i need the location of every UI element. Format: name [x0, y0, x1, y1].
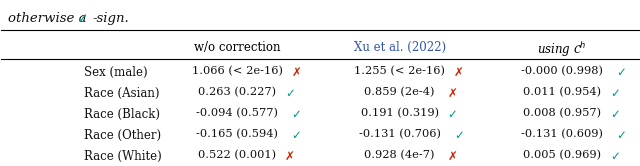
Text: using $\mathcal{C}^h$: using $\mathcal{C}^h$ [538, 41, 587, 59]
Text: Xu et al. (2022): Xu et al. (2022) [353, 41, 445, 54]
Text: 0.522 (0.001): 0.522 (0.001) [198, 150, 276, 161]
Text: ✗: ✗ [447, 87, 458, 100]
Text: ✗: ✗ [291, 66, 301, 79]
Text: ✓: ✓ [291, 108, 301, 121]
Text: 0.859 (2e-4): 0.859 (2e-4) [364, 87, 435, 97]
Text: otherwise a: otherwise a [8, 12, 90, 25]
Text: 0.928 (4e-7): 0.928 (4e-7) [364, 150, 435, 161]
Text: Race (White): Race (White) [84, 150, 162, 163]
Text: -0.131 (0.609): -0.131 (0.609) [521, 129, 603, 139]
Text: -sign.: -sign. [93, 12, 129, 25]
Text: 1.066 (< 2e-16): 1.066 (< 2e-16) [191, 66, 283, 76]
Text: 0.191 (0.319): 0.191 (0.319) [360, 108, 438, 118]
Text: Race (Other): Race (Other) [84, 129, 161, 142]
Text: ✓: ✓ [616, 66, 626, 79]
Text: ✓: ✓ [447, 108, 458, 121]
Text: ✓: ✓ [285, 87, 295, 100]
Text: -0.094 (0.577): -0.094 (0.577) [196, 108, 278, 118]
Text: ✓: ✓ [610, 108, 620, 121]
Text: ✓: ✓ [77, 12, 88, 26]
Text: Race (Black): Race (Black) [84, 108, 160, 121]
Text: 0.263 (0.227): 0.263 (0.227) [198, 87, 276, 97]
Text: Sex (male): Sex (male) [84, 66, 148, 79]
Text: ✗: ✗ [285, 150, 295, 163]
Text: 1.255 (< 2e-16): 1.255 (< 2e-16) [354, 66, 445, 76]
Text: Race (Asian): Race (Asian) [84, 87, 160, 100]
Text: ✗: ✗ [447, 150, 458, 163]
Text: -0.000 (0.998): -0.000 (0.998) [521, 66, 603, 76]
Text: -0.165 (0.594): -0.165 (0.594) [196, 129, 278, 139]
Text: 0.005 (0.969): 0.005 (0.969) [523, 150, 601, 161]
Text: -0.131 (0.706): -0.131 (0.706) [358, 129, 441, 139]
Text: ✗: ✗ [454, 66, 464, 79]
Text: 0.011 (0.954): 0.011 (0.954) [523, 87, 601, 97]
Text: ✓: ✓ [291, 129, 301, 142]
Text: ✓: ✓ [610, 150, 620, 163]
Text: ✓: ✓ [610, 87, 620, 100]
Text: 0.008 (0.957): 0.008 (0.957) [523, 108, 601, 118]
Text: w/o correction: w/o correction [194, 41, 280, 54]
Text: ✓: ✓ [454, 129, 464, 142]
Text: ✓: ✓ [616, 129, 626, 142]
